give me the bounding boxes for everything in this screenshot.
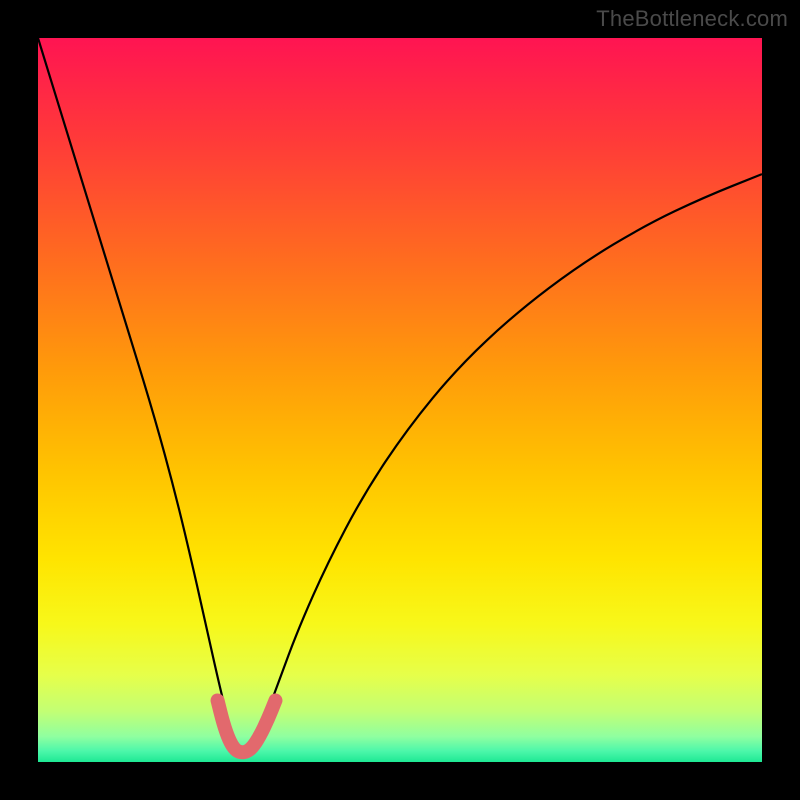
curve-layer — [38, 38, 762, 762]
highlight-band — [218, 700, 276, 752]
bottleneck-curve — [38, 38, 762, 753]
plot-area — [38, 38, 762, 762]
watermark-text: TheBottleneck.com — [596, 6, 788, 32]
